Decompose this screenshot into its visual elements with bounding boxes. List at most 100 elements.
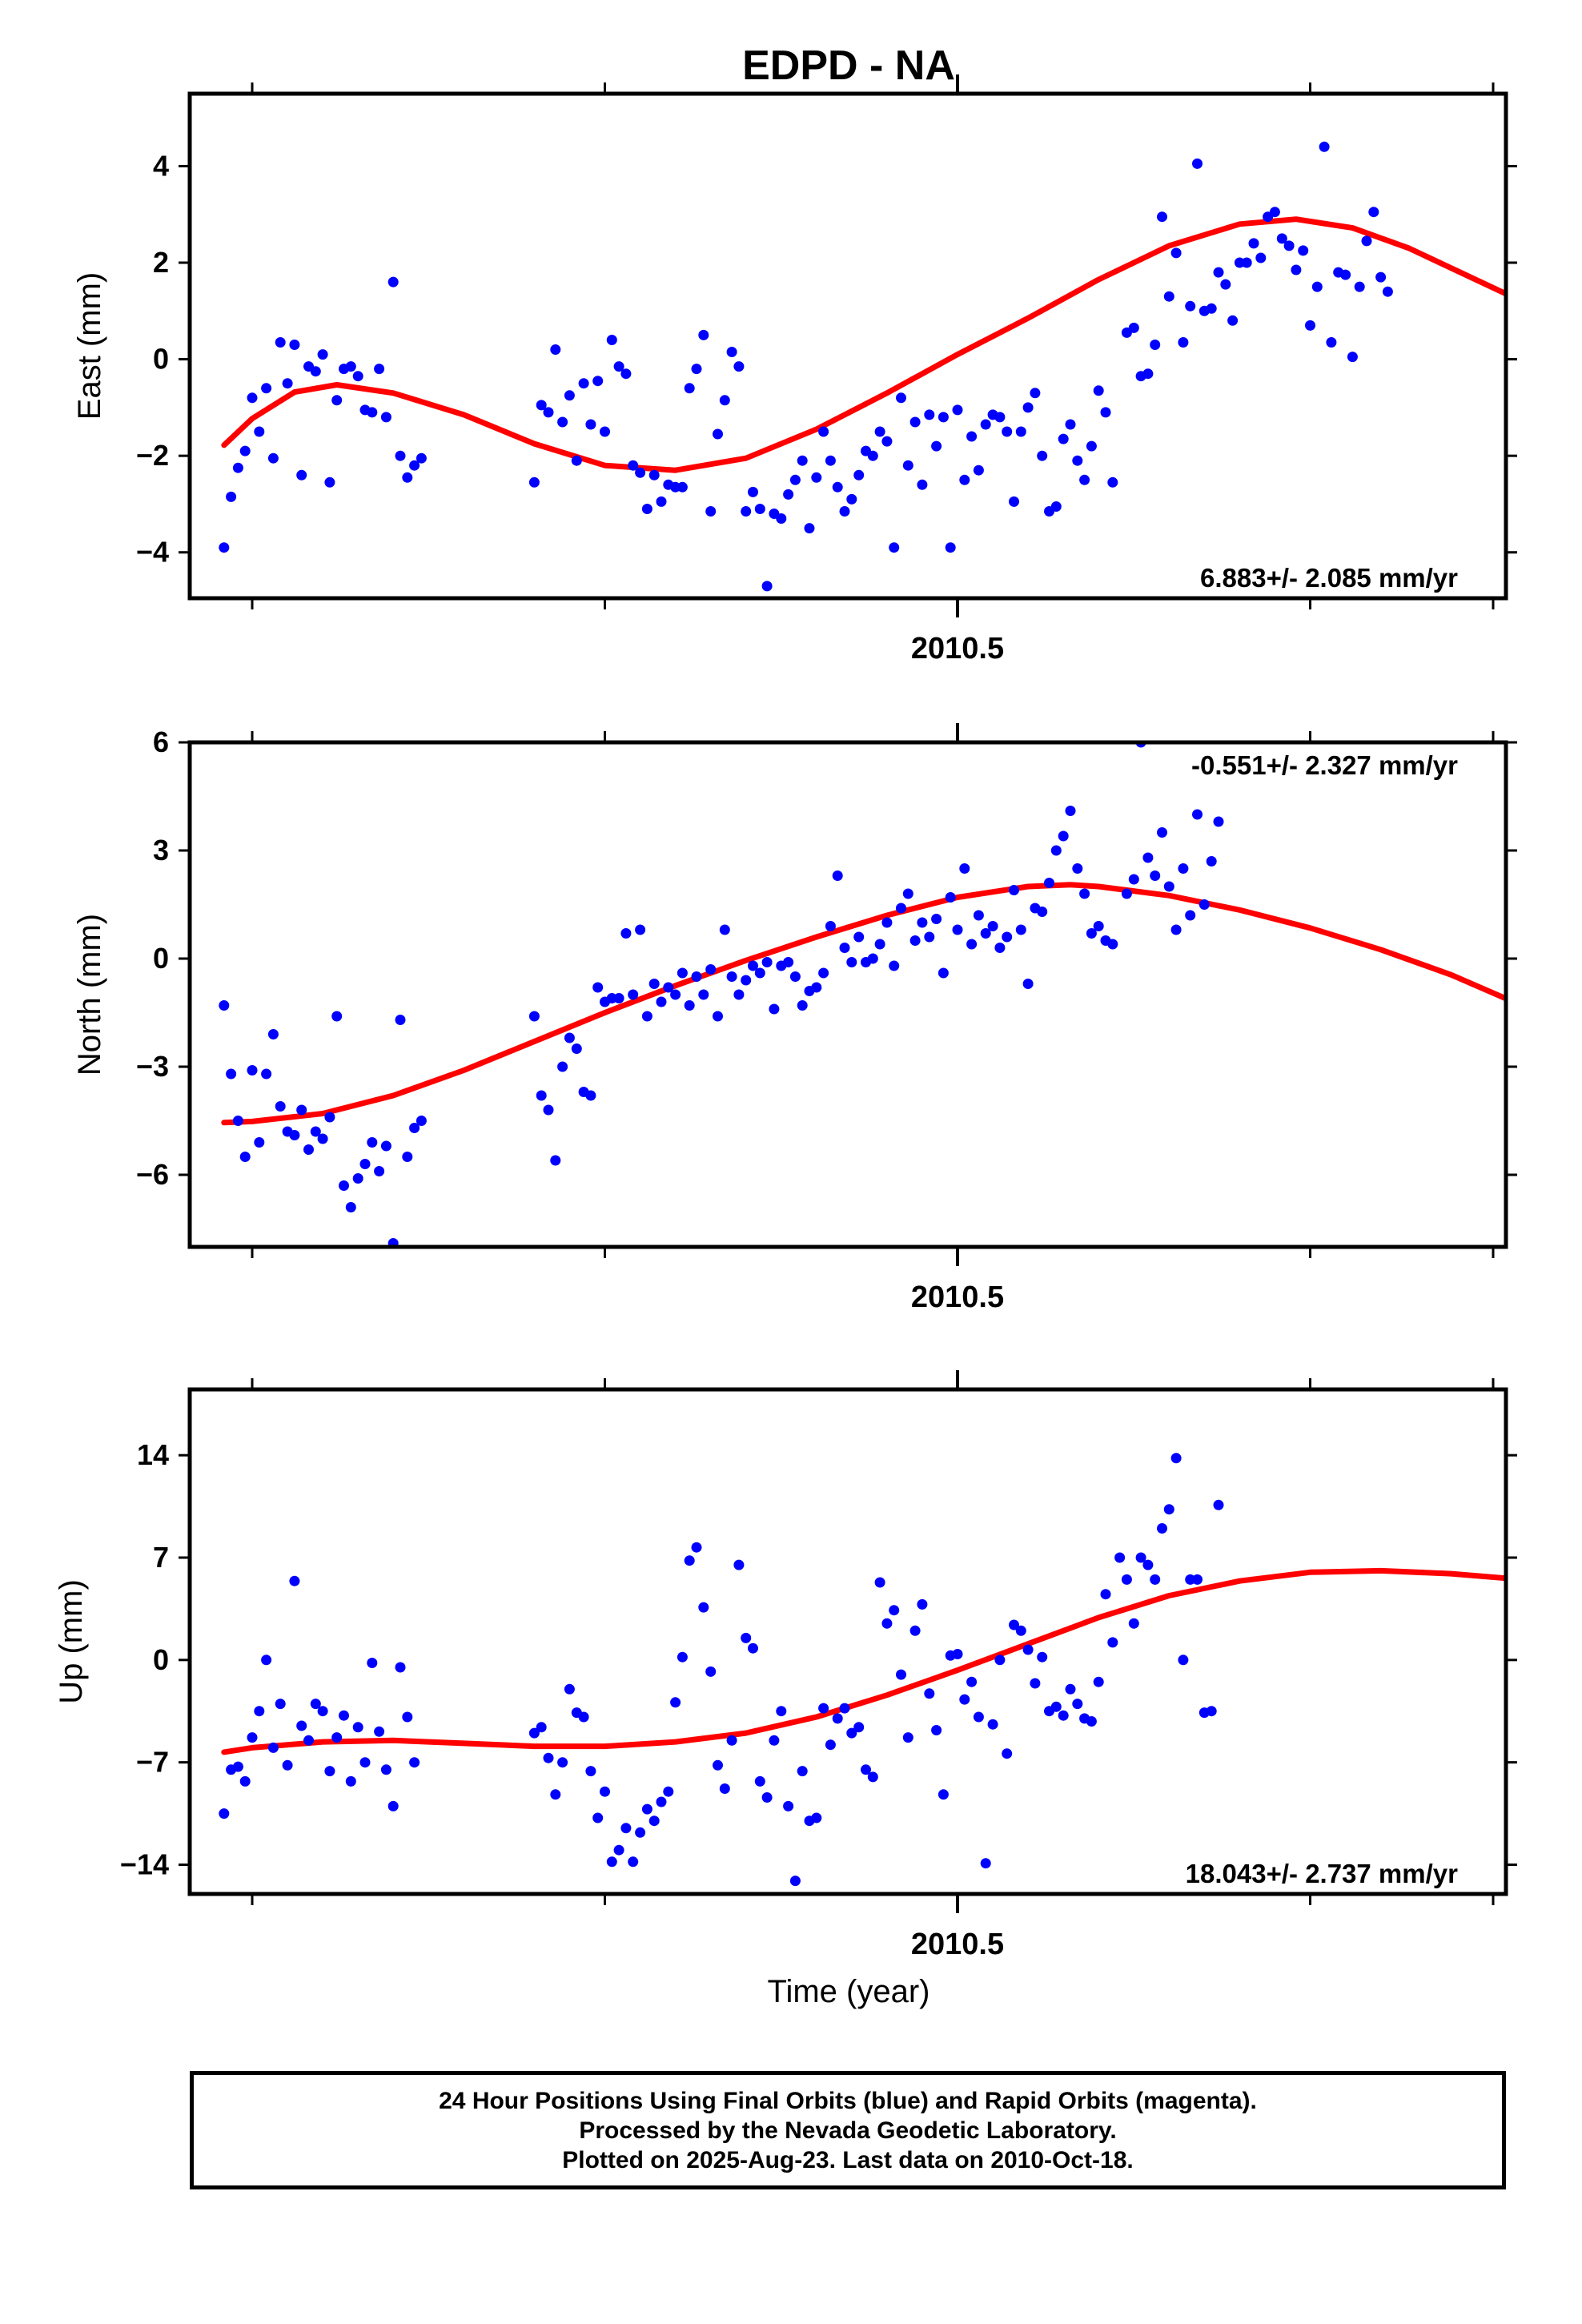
data-point bbox=[889, 960, 900, 971]
data-point bbox=[924, 409, 935, 420]
data-point bbox=[275, 1101, 286, 1112]
data-point bbox=[980, 928, 991, 939]
data-point bbox=[1170, 1453, 1182, 1464]
data-point bbox=[557, 416, 568, 428]
fit-curve bbox=[221, 882, 1506, 1126]
data-point bbox=[331, 1011, 343, 1022]
data-point bbox=[613, 1844, 624, 1856]
y-tick-label: 4 bbox=[153, 149, 169, 182]
fit-curve bbox=[221, 216, 1506, 473]
data-point bbox=[924, 1688, 935, 1699]
data-point bbox=[1037, 907, 1048, 917]
data-point bbox=[1178, 1655, 1189, 1666]
data-point bbox=[691, 364, 702, 375]
data-point bbox=[726, 347, 737, 357]
data-point bbox=[282, 378, 293, 389]
data-point bbox=[889, 1605, 900, 1616]
data-point bbox=[1114, 1552, 1126, 1563]
data-point bbox=[776, 1706, 787, 1717]
data-point bbox=[754, 1775, 765, 1787]
data-point bbox=[247, 392, 258, 404]
data-point bbox=[945, 542, 956, 553]
data-point bbox=[628, 989, 639, 1000]
data-point bbox=[952, 404, 963, 416]
data-point bbox=[1128, 322, 1139, 333]
data-point bbox=[528, 1011, 540, 1022]
data-point bbox=[1354, 281, 1365, 292]
data-point bbox=[748, 486, 758, 497]
data-point bbox=[670, 989, 681, 1000]
data-point bbox=[1065, 1683, 1076, 1695]
data-point bbox=[261, 1655, 272, 1666]
data-point bbox=[352, 1173, 363, 1184]
data-point bbox=[1128, 874, 1139, 885]
data-point bbox=[1213, 1499, 1224, 1510]
data-point bbox=[1128, 1618, 1139, 1629]
data-point bbox=[1142, 368, 1154, 380]
data-point bbox=[592, 376, 604, 387]
data-point bbox=[226, 1068, 237, 1080]
data-point bbox=[275, 1699, 286, 1710]
data-point bbox=[748, 1642, 758, 1654]
data-point bbox=[1163, 881, 1174, 892]
data-point bbox=[620, 368, 632, 380]
data-point bbox=[571, 1043, 582, 1054]
data-point bbox=[1269, 207, 1280, 218]
data-point bbox=[1022, 402, 1034, 413]
data-point bbox=[543, 1104, 554, 1116]
y-tick-label: 6 bbox=[153, 726, 169, 758]
data-point bbox=[881, 436, 893, 447]
data-point bbox=[564, 1032, 575, 1043]
data-point bbox=[789, 971, 801, 982]
x-axis-label: Time (year) bbox=[768, 1974, 930, 2009]
data-point bbox=[289, 1130, 300, 1140]
data-point bbox=[1065, 419, 1076, 430]
data-point bbox=[839, 943, 850, 953]
data-point bbox=[818, 967, 829, 979]
data-point bbox=[938, 412, 949, 423]
y-tick-label: 2 bbox=[153, 246, 169, 279]
data-point bbox=[783, 1800, 794, 1811]
y-tick-label: 0 bbox=[153, 1643, 169, 1676]
x-tick-label: 2010.5 bbox=[911, 632, 1004, 665]
data-point bbox=[698, 989, 709, 1000]
data-point bbox=[1015, 1625, 1026, 1636]
y-axis-label: East (mm) bbox=[72, 272, 107, 420]
data-point bbox=[641, 504, 652, 514]
data-point bbox=[1347, 352, 1358, 363]
data-point bbox=[409, 1123, 420, 1133]
data-point bbox=[698, 329, 709, 340]
data-point bbox=[1206, 303, 1217, 314]
data-point bbox=[994, 943, 1006, 953]
data-point bbox=[769, 1003, 780, 1015]
y-axis-label: North (mm) bbox=[72, 914, 107, 1076]
data-point bbox=[592, 1812, 604, 1823]
data-point bbox=[1065, 806, 1076, 816]
data-point bbox=[1050, 501, 1062, 512]
data-point bbox=[1382, 286, 1393, 297]
data-point bbox=[656, 1796, 667, 1807]
data-point bbox=[1030, 388, 1041, 399]
data-point bbox=[825, 455, 836, 466]
y-tick-label: 0 bbox=[153, 942, 169, 975]
data-point bbox=[1157, 211, 1167, 223]
data-point bbox=[387, 276, 399, 287]
data-point bbox=[1178, 337, 1189, 348]
data-point bbox=[303, 1735, 314, 1746]
data-point bbox=[331, 395, 343, 406]
data-point bbox=[232, 1116, 243, 1126]
data-point bbox=[232, 1761, 243, 1772]
data-point bbox=[656, 996, 667, 1007]
data-point bbox=[980, 419, 991, 430]
data-point bbox=[748, 960, 758, 971]
data-point bbox=[754, 504, 765, 514]
data-point bbox=[839, 506, 850, 517]
data-point bbox=[387, 1800, 399, 1811]
data-point bbox=[1206, 1706, 1217, 1717]
data-point bbox=[846, 493, 857, 505]
data-point bbox=[839, 1703, 850, 1714]
data-point bbox=[825, 1739, 836, 1751]
data-point bbox=[606, 1856, 617, 1868]
data-point bbox=[409, 460, 420, 471]
data-point bbox=[1121, 1574, 1132, 1585]
